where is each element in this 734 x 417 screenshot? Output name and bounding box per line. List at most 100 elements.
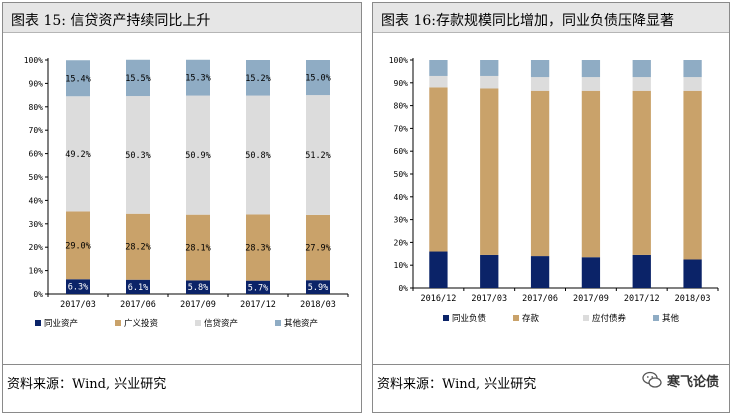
data-label: 27.9% xyxy=(305,244,331,254)
bar-segment xyxy=(306,95,330,215)
bar-segment xyxy=(126,279,150,294)
bar-segment xyxy=(530,90,550,257)
watermark: 寒飞论债 xyxy=(642,370,719,390)
x-tick-label: 2016/12 xyxy=(421,294,457,304)
bar-segment xyxy=(246,60,270,96)
bar-segment xyxy=(530,256,550,288)
y-tick-label: 0% xyxy=(398,284,408,293)
bar-segment xyxy=(480,88,499,255)
legend-label: 其他资产 xyxy=(284,318,318,329)
legend-swatch xyxy=(275,320,281,326)
y-tick-label: 100% xyxy=(24,56,43,65)
legend-label: 存款 xyxy=(522,313,540,324)
bar-segment xyxy=(632,60,651,78)
bar-segment xyxy=(186,95,210,215)
x-tick-label: 2018/03 xyxy=(300,300,336,310)
y-tick-label: 50% xyxy=(394,170,409,179)
bar-segment xyxy=(186,214,210,281)
bar-segment xyxy=(429,251,448,288)
data-label: 5.7% xyxy=(248,283,268,293)
x-tick-label: 2017/03 xyxy=(471,294,507,304)
bar-segment xyxy=(632,77,651,91)
bar-segment xyxy=(530,77,550,91)
data-label: 50.3% xyxy=(125,151,151,161)
bar-segment xyxy=(186,59,210,96)
x-tick-label: 2017/03 xyxy=(60,300,96,310)
data-label: 50.8% xyxy=(245,151,271,161)
data-label: 29.0% xyxy=(65,241,91,251)
bar-segment xyxy=(246,95,270,215)
watermark-text: 寒飞论债 xyxy=(666,374,719,390)
bar-segment xyxy=(632,90,651,255)
x-tick-label: 2017/09 xyxy=(573,294,609,304)
x-tick-label: 2017/06 xyxy=(522,294,558,304)
right-source-text: 资料来源：Wind, 兴业研究 xyxy=(377,377,537,392)
bar-segment xyxy=(683,77,702,91)
y-tick-label: 30% xyxy=(29,220,44,229)
data-label: 6.1% xyxy=(128,283,148,293)
bar-segment xyxy=(429,87,448,252)
y-tick-label: 30% xyxy=(394,216,409,225)
y-tick-label: 70% xyxy=(29,126,44,135)
legend-label: 其他 xyxy=(662,313,680,324)
bar-segment xyxy=(683,60,702,78)
legend-swatch xyxy=(443,315,449,321)
legend-label: 信贷资产 xyxy=(204,318,238,329)
left-chart-panel: 图表 15: 信贷资产持续同比上升 0% 10% 20% 30% 40% 50% 60% 70… xyxy=(2,2,362,413)
x-tick-label: 2017/09 xyxy=(180,300,216,310)
left-chart-title: 图表 15: 信贷资产持续同比上升 xyxy=(11,13,211,29)
bar-segment xyxy=(530,60,550,78)
x-tick-label: 2017/12 xyxy=(624,294,660,304)
data-label: 5.9% xyxy=(308,283,328,293)
bar-segment xyxy=(186,280,210,294)
data-label: 50.9% xyxy=(185,151,211,161)
y-tick-label: 10% xyxy=(29,267,44,276)
bar-segment xyxy=(306,280,330,294)
legend-label: 同业负债 xyxy=(452,313,487,324)
right-chart-title: 图表 16:存款规模同比增加，同业负债压降显著 xyxy=(381,13,674,29)
legend-swatch xyxy=(513,315,519,321)
y-tick-label: 60% xyxy=(394,147,409,156)
y-tick-label: 90% xyxy=(394,79,409,88)
bar-segment xyxy=(126,213,150,280)
bar-segment xyxy=(429,75,448,88)
x-tick-label: 2018/03 xyxy=(675,294,711,304)
bar-segment xyxy=(306,214,330,281)
right-title-bar: 图表 16:存款规模同比增加，同业负债压降显著 xyxy=(373,3,729,33)
data-label: 15.3% xyxy=(185,74,211,84)
bar-segment xyxy=(66,60,90,97)
left-title-bar: 图表 15: 信贷资产持续同比上升 xyxy=(3,3,361,33)
legend-swatch xyxy=(35,320,41,326)
right-stacked-bar-chart: 0% 10% 20% 30% 40% 50% 60% 70% 80% 90% 100% 2016/12… xyxy=(389,56,719,324)
x-tick-label: 2017/06 xyxy=(120,300,156,310)
legend-label: 同业资产 xyxy=(44,318,78,329)
bar-segment xyxy=(126,59,150,97)
bar-segment xyxy=(683,259,702,288)
data-label: 15.5% xyxy=(125,74,151,84)
left-source-row: 资料来源：Wind, 兴业研究 xyxy=(3,364,361,393)
y-tick-label: 20% xyxy=(394,238,409,247)
legend-label: 应付债券 xyxy=(592,313,627,324)
bar-segment xyxy=(683,90,702,260)
wechat-icon xyxy=(642,371,662,388)
bar-segment xyxy=(581,60,601,78)
bar-segment xyxy=(581,77,601,91)
y-tick-label: 20% xyxy=(29,243,44,252)
right-source-row: 资料来源：Wind, 兴业研究 寒飞论债 xyxy=(373,364,729,393)
y-tick-label: 0% xyxy=(33,290,43,299)
legend-label: 广义投资 xyxy=(124,318,159,329)
bar-segment xyxy=(632,254,651,288)
y-tick-label: 50% xyxy=(29,173,44,182)
data-label: 51.2% xyxy=(305,151,331,161)
bar-segment xyxy=(246,280,270,294)
left-source-text: 资料来源：Wind, 兴业研究 xyxy=(7,377,167,392)
bar-segment xyxy=(66,211,90,280)
y-tick-label: 60% xyxy=(29,150,44,159)
bar-segment xyxy=(480,75,499,89)
bar-segment xyxy=(581,90,601,258)
data-label: 15.2% xyxy=(245,74,271,84)
data-label: 15.4% xyxy=(65,74,91,84)
y-tick-label: 70% xyxy=(394,124,409,133)
data-label: 15.0% xyxy=(305,74,331,84)
